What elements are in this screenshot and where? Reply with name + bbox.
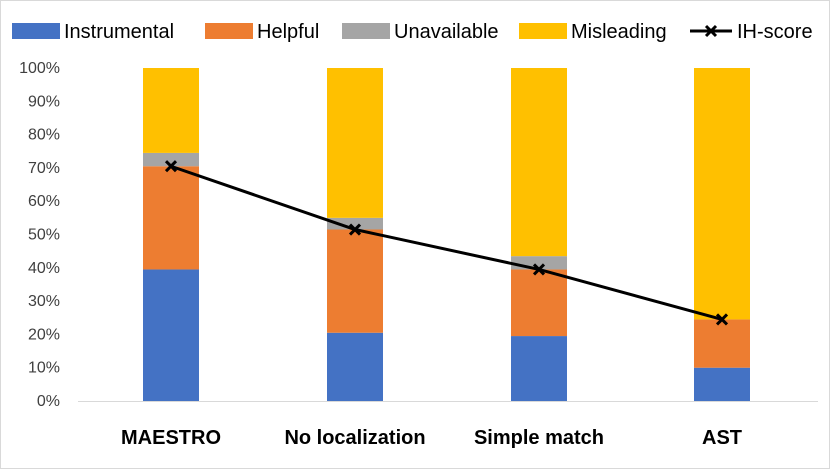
y-tick-label: 20% — [28, 326, 60, 343]
legend-item-unavailable: Unavailable — [342, 21, 499, 43]
bar-segment-misleading-2 — [327, 68, 383, 218]
ih-score-marker — [348, 223, 362, 236]
y-tick-label: 30% — [28, 293, 60, 310]
legend: Instrumental Helpful Unavailable Misleading… — [12, 21, 813, 43]
ih-score-marker — [532, 263, 546, 276]
legend-x-marker — [704, 24, 718, 38]
bar-segment-misleading-1 — [143, 68, 199, 153]
legend-item-instrumental: Instrumental — [12, 21, 174, 43]
y-tick-label: 90% — [28, 93, 60, 110]
x-tick-label: MAESTRO — [121, 427, 221, 449]
bar-segment-helpful-3 — [511, 269, 567, 337]
x-axis: MAESTRO No localization Simple match AST — [121, 427, 742, 449]
legend-swatch — [342, 23, 390, 39]
legend-swatch — [205, 23, 253, 39]
bars — [143, 68, 750, 401]
y-tick-label: 40% — [28, 260, 60, 277]
y-tick-label: 10% — [28, 360, 60, 377]
bar-segment-helpful-1 — [143, 166, 199, 270]
y-tick-label: 100% — [19, 60, 60, 77]
legend-item-ih-score: IH-score — [690, 21, 813, 43]
legend-label: Helpful — [257, 21, 319, 43]
x-tick-label: Simple match — [474, 427, 604, 449]
bar-segment-unavailable-2 — [327, 217, 383, 230]
ih-score-line — [164, 160, 729, 326]
ih-score-polyline — [170, 164, 723, 321]
y-tick-label: 60% — [28, 193, 60, 210]
ih-score-marker — [715, 313, 729, 326]
bar-segment-unavailable-1 — [143, 152, 199, 167]
bar-segment-helpful-4 — [694, 319, 750, 368]
legend-label: IH-score — [737, 21, 813, 43]
y-tick-label: 50% — [28, 227, 60, 244]
bar-segment-instrumental-2 — [327, 332, 383, 401]
x-tick-label: No localization — [284, 427, 425, 449]
bar-segment-misleading-4 — [694, 68, 750, 320]
legend-item-helpful: Helpful — [205, 21, 319, 43]
legend-label: Unavailable — [394, 21, 499, 43]
bar-segment-helpful-2 — [327, 229, 383, 333]
legend-item-misleading: Misleading — [519, 21, 667, 43]
bar-segment-instrumental-3 — [511, 336, 567, 401]
legend-label: Misleading — [571, 21, 667, 43]
bar-segment-instrumental-4 — [694, 367, 750, 401]
y-axis: 0% 10% 20% 30% 40% 50% 60% 70% 80% 90% 100% — [19, 60, 818, 410]
y-tick-label: 80% — [28, 127, 60, 144]
x-tick-label: AST — [702, 427, 742, 449]
y-tick-label: 70% — [28, 160, 60, 177]
legend-label: Instrumental — [64, 21, 174, 43]
legend-swatch — [519, 23, 567, 39]
y-tick-label: 0% — [37, 393, 60, 410]
bar-segment-instrumental-1 — [143, 269, 199, 401]
ih-score-marker — [164, 160, 178, 173]
bar-segment-misleading-3 — [511, 68, 567, 257]
legend-swatch — [12, 23, 60, 39]
